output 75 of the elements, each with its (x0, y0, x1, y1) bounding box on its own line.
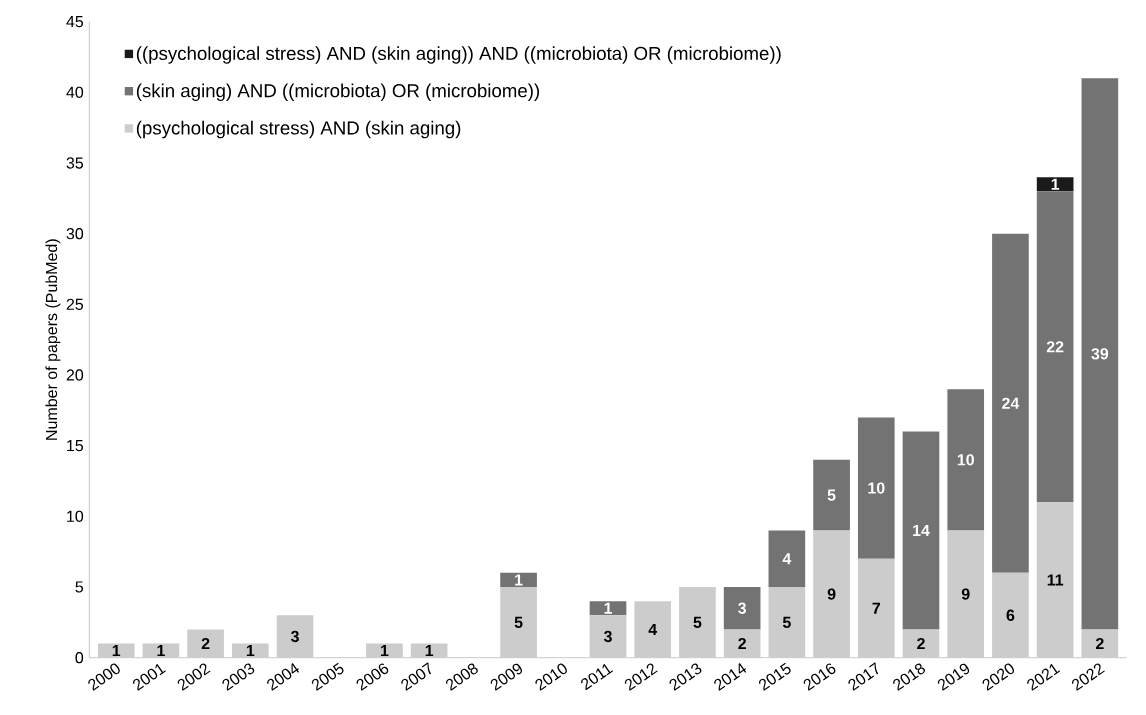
bar (768, 530, 806, 587)
bar (1081, 78, 1119, 630)
x-tick-label: 2021 (1027, 663, 1061, 691)
y-tick-label: 40 (66, 86, 84, 98)
data-label: 4 (782, 553, 792, 565)
y-axis-title: Number of papers (PubMed) (45, 239, 61, 440)
bar (902, 629, 940, 658)
y-tick-label: 5 (75, 581, 84, 593)
data-label: 3 (290, 630, 299, 643)
y-tick-label: 10 (67, 510, 84, 522)
bar (1036, 502, 1074, 658)
bar (723, 587, 761, 630)
data-label: 6 (1006, 609, 1015, 621)
data-label: 11 (1047, 574, 1064, 586)
data-label: 14 (913, 524, 930, 536)
data-label: 2 (201, 637, 210, 650)
data-label: 1 (157, 645, 165, 657)
legend-label: (psychological stress) AND (skin aging) (136, 120, 461, 139)
data-label: 4 (648, 623, 658, 635)
bar (1036, 191, 1074, 503)
legend-label: (skin aging) AND ((microbiota) OR (microbiome)) (136, 83, 540, 101)
bar (589, 615, 627, 658)
bar (634, 601, 672, 658)
y-tick-label: 25 (66, 298, 84, 310)
bar (813, 530, 850, 658)
data-label: 9 (827, 588, 836, 600)
data-label: 1 (112, 645, 121, 657)
bar (992, 572, 1029, 658)
data-label: 39 (1091, 348, 1109, 360)
data-label: 1 (246, 645, 255, 657)
data-label: 3 (603, 630, 612, 643)
bar (276, 615, 314, 658)
data-label: 1 (425, 645, 434, 657)
bar (723, 629, 761, 658)
data-label: 2 (1095, 637, 1104, 650)
data-label: 3 (738, 602, 747, 614)
data-label: 5 (827, 489, 836, 501)
data-label: 7 (872, 602, 881, 614)
legend-label: ((psychological stress) AND (skin aging)) AND ((microbiota) OR (microbiome)) (136, 46, 781, 64)
data-label: 5 (693, 616, 702, 628)
bar (992, 233, 1029, 573)
y-tick-label: 35 (66, 157, 84, 169)
data-label: 1 (515, 574, 523, 586)
bar (679, 587, 716, 658)
data-label: 10 (957, 454, 974, 466)
bar (589, 601, 627, 616)
data-label: 9 (961, 588, 970, 600)
y-tick-label: 30 (66, 228, 84, 240)
y-tick-label: 15 (67, 440, 84, 452)
data-label: 22 (1046, 341, 1064, 353)
x-tick-label: 2011 (581, 663, 614, 691)
data-label: 1 (381, 645, 389, 657)
data-label: 2 (917, 637, 925, 650)
y-tick-label: 20 (66, 369, 84, 381)
bar (857, 558, 895, 658)
data-label: 10 (868, 482, 885, 494)
y-tick-label: 45 (66, 16, 84, 28)
bar (768, 587, 806, 658)
bar (902, 431, 940, 630)
bar (187, 629, 224, 658)
bar (1081, 629, 1119, 658)
x-tick-label: 2001 (132, 663, 166, 691)
data-label: 5 (514, 616, 523, 628)
data-label: 5 (782, 616, 791, 628)
bar (857, 417, 895, 559)
data-label: 24 (1002, 397, 1020, 409)
data-label: 1 (1051, 178, 1060, 190)
bar (947, 389, 985, 531)
bar (947, 530, 985, 658)
bar (500, 587, 537, 658)
data-label: 1 (604, 602, 613, 614)
data-label: 2 (738, 637, 746, 650)
bar (813, 459, 850, 531)
y-tick-label: 0 (75, 652, 84, 664)
bar (500, 572, 537, 587)
